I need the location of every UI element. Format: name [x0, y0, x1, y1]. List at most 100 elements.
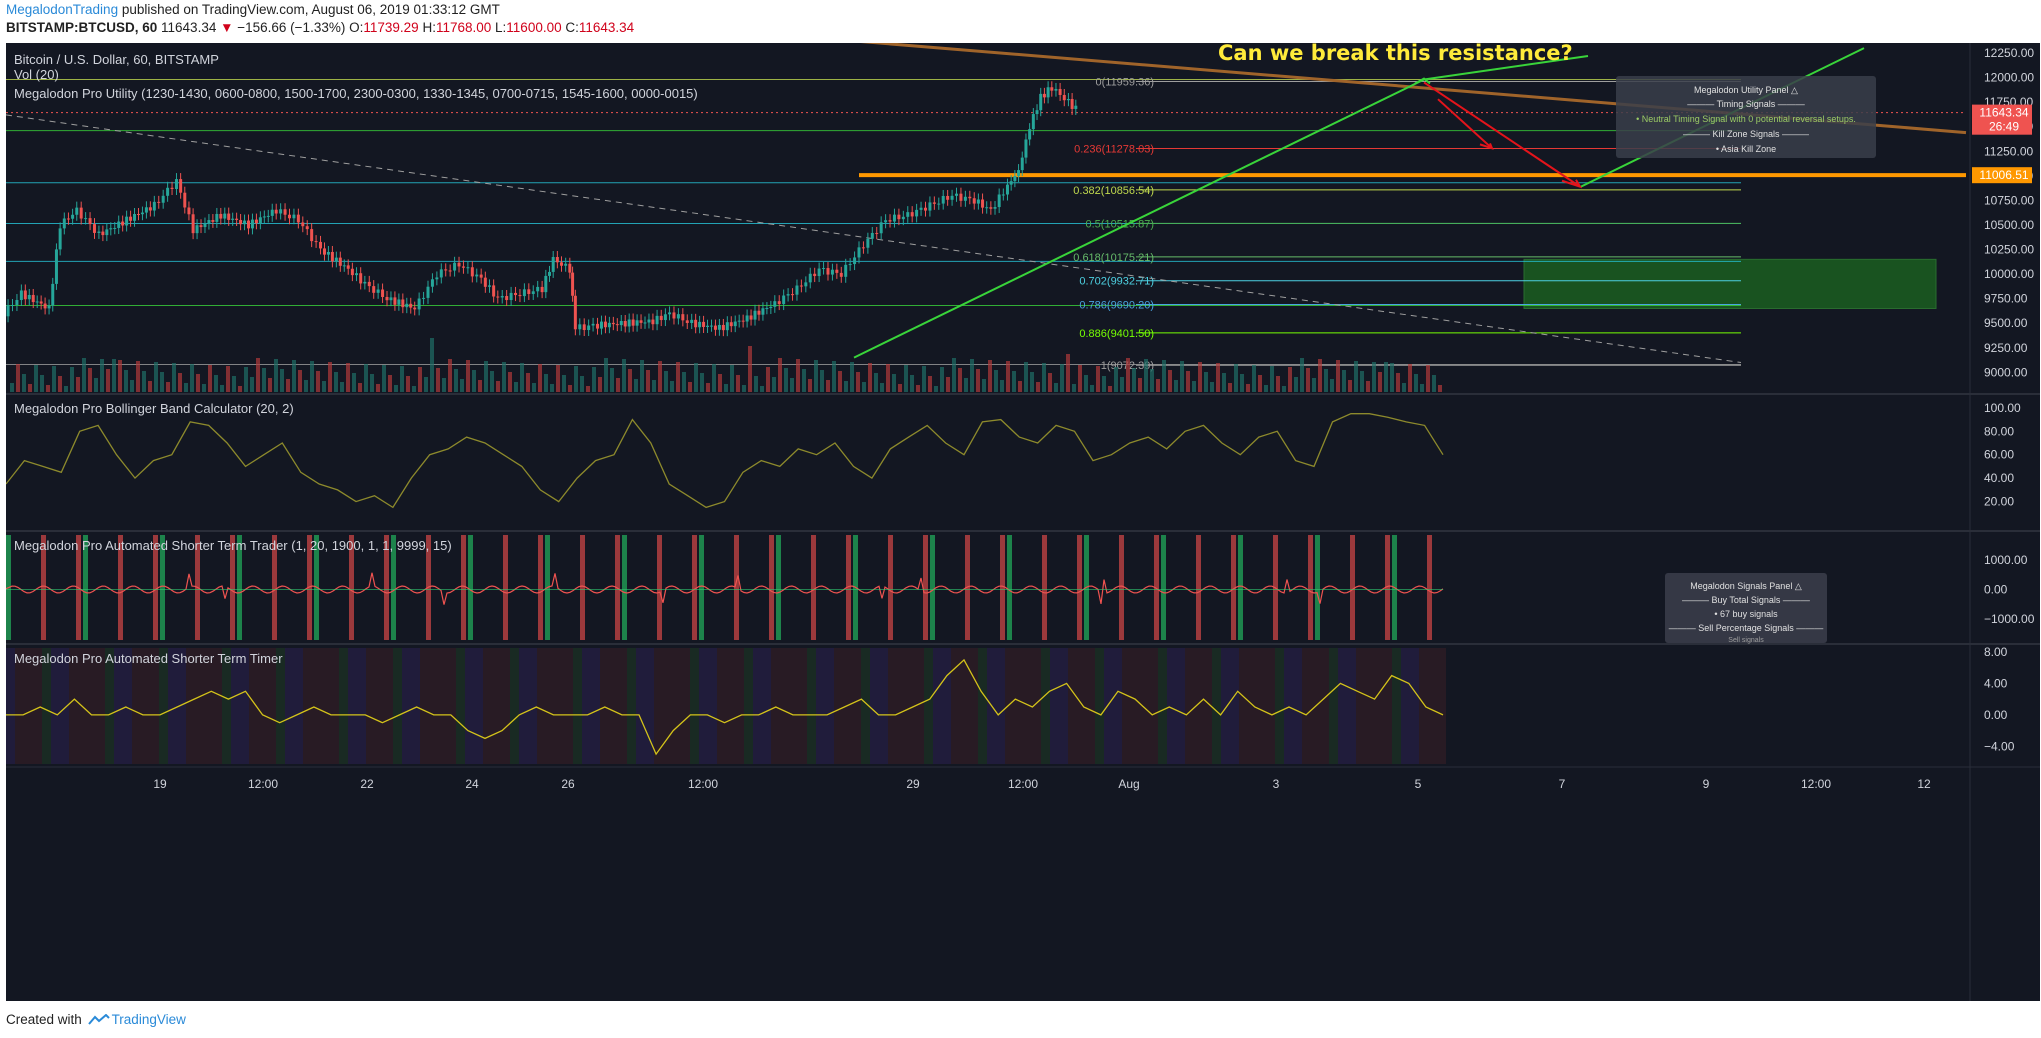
candle-body: [144, 207, 148, 213]
candle-body: [866, 238, 870, 248]
timer-bg-band: [780, 648, 789, 764]
candle-body: [1024, 139, 1028, 158]
candle-body: [401, 299, 405, 308]
timer-bg-band: [1365, 648, 1374, 764]
volume-bar: [856, 372, 860, 392]
volume-bar: [1030, 372, 1034, 392]
author-link[interactable]: MegalodonTrading: [6, 2, 119, 17]
timer-bg-band: [159, 648, 168, 764]
signal-bar: [580, 535, 585, 640]
volume-bar: [1162, 360, 1166, 392]
timer-bg-band: [1437, 648, 1446, 764]
candle-body: [591, 323, 595, 326]
candle-body: [475, 274, 479, 277]
candle-body: [955, 193, 959, 196]
candle-body: [39, 301, 43, 304]
candle-body: [207, 220, 211, 224]
signal-bar: [1007, 535, 1012, 640]
bollinger-title: Megalodon Pro Bollinger Band Calculator …: [14, 401, 294, 416]
candle-body: [496, 296, 500, 298]
candle-body: [681, 314, 685, 321]
timer-bg-band: [618, 648, 627, 764]
candle-body: [97, 231, 101, 233]
signals-panel: [1665, 573, 1827, 643]
trader-title: Megalodon Pro Automated Shorter Term Tra…: [14, 538, 452, 553]
volume-bar: [1360, 371, 1364, 392]
utility-indicator-label: Megalodon Pro Utility (1230-1430, 0600-0…: [14, 86, 698, 101]
timer-bg-band: [1095, 648, 1104, 764]
y-tick-label: 10250.00: [1984, 243, 2034, 257]
volume-bar: [34, 365, 38, 392]
volume-bar: [1312, 378, 1316, 392]
candle-body: [919, 207, 923, 210]
timer-bg-band: [357, 648, 366, 764]
volume-bar: [850, 362, 854, 392]
candle-body: [540, 286, 544, 293]
volume-bar: [196, 374, 200, 392]
timer-bg-band: [1302, 648, 1311, 764]
tradingview-link[interactable]: TradingView: [111, 1012, 186, 1027]
candle-body: [342, 265, 346, 267]
chart-canvas[interactable]: 0(11959.36) 0.236(11278.03) 0.382(10856.54…: [6, 43, 2040, 1001]
candle-body: [1005, 184, 1009, 195]
down-projection-line: [1423, 81, 1581, 188]
volume-bar: [1342, 370, 1346, 392]
x-tick-label: Aug: [1118, 777, 1139, 791]
candle-body: [1046, 87, 1050, 98]
candle-body: [66, 218, 70, 220]
signal-bar: [888, 535, 893, 640]
volume-bar: [880, 383, 884, 392]
timer-bg-band: [1086, 648, 1095, 764]
signal-bar: [776, 535, 781, 640]
candle-body: [71, 214, 75, 219]
volume-bar: [748, 346, 752, 392]
timer-bg-band: [294, 648, 303, 764]
volume-bar: [478, 380, 482, 392]
volume-bar: [622, 359, 626, 392]
timer-bg-band: [123, 648, 132, 764]
volume-bar: [370, 374, 374, 392]
signal-bar: [1385, 535, 1390, 640]
volume-bar: [1132, 368, 1136, 392]
timer-bg-band: [1275, 648, 1284, 764]
timer-bg-band: [600, 648, 609, 764]
candle-body: [274, 209, 278, 214]
candle-body: [23, 290, 27, 300]
timer-bg-band: [1401, 648, 1410, 764]
candle-body: [844, 264, 848, 277]
chart-area[interactable]: 0(11959.36) 0.236(11278.03) 0.382(10856.54…: [6, 43, 2040, 1001]
volume-bar: [640, 360, 644, 392]
volume-bar: [1270, 366, 1274, 392]
y-tick-label: 40.00: [1984, 471, 2014, 485]
candle-body: [199, 225, 203, 228]
timer-title: Megalodon Pro Automated Shorter Term Tim…: [14, 651, 283, 666]
volume-bar: [244, 367, 248, 392]
candle-body: [223, 213, 227, 219]
created-with-text: Created with: [6, 1012, 82, 1027]
timer-bg-band: [537, 648, 546, 764]
signal-bar: [538, 535, 543, 640]
footer: Created with TradingView: [6, 1012, 186, 1027]
candle-body: [906, 212, 910, 217]
last-price: 11643.34: [161, 20, 217, 35]
candle-body: [808, 273, 812, 283]
bollinger-line: [6, 413, 1444, 509]
timer-bg-band: [1023, 648, 1032, 764]
candle-body: [444, 269, 448, 271]
volume-bar: [976, 369, 980, 392]
candle-body: [518, 295, 522, 297]
timer-bg-band: [114, 648, 123, 764]
candle-body: [536, 286, 540, 292]
x-tick-label: 19: [153, 777, 167, 791]
timer-bg-band: [366, 648, 375, 764]
candle-body: [555, 257, 559, 263]
candle-body: [685, 320, 689, 323]
volume-bar: [1426, 365, 1430, 392]
timer-bg-band: [897, 648, 906, 764]
candle-body: [892, 214, 896, 222]
volume-bar: [1216, 363, 1220, 392]
timer-bg-band: [231, 648, 240, 764]
timer-bg-band: [1131, 648, 1140, 764]
timer-bg-band: [384, 648, 393, 764]
volume-bar: [226, 366, 230, 392]
